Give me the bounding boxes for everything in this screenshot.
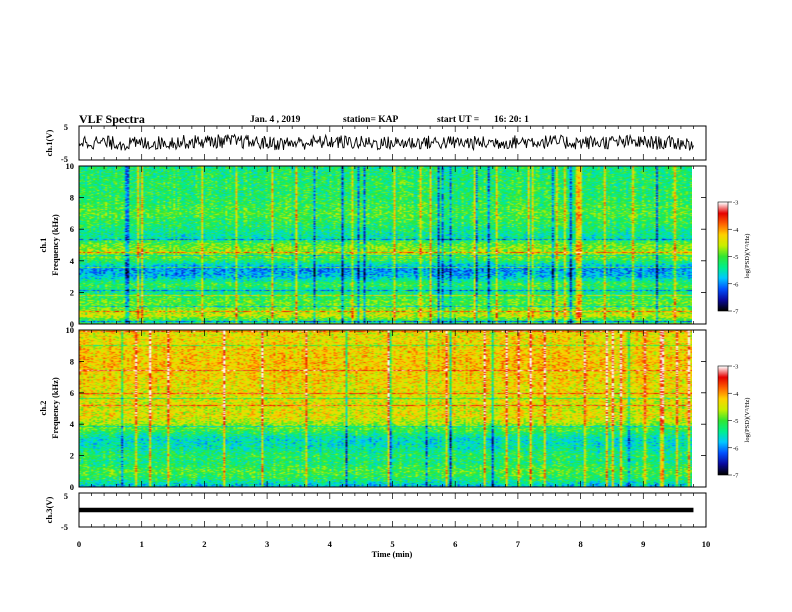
ch1-waveform-line <box>78 133 694 152</box>
ch1-waveform-xticks <box>78 126 707 160</box>
station-label: station= KAP <box>343 115 398 125</box>
time-axis-label: Time (min) <box>372 549 413 559</box>
ch2-colorbar-label: log(PSD)(V²/Hz) <box>744 398 751 443</box>
time-axis-tick-label: 2 <box>202 539 206 549</box>
time-axis-tick-label: 10 <box>702 539 711 549</box>
ch3-waveform-ylabel: ch.3(V) <box>44 496 54 523</box>
ch2-spectrogram-xticks <box>78 330 707 487</box>
start-ut-value: 16: 20: 1 <box>494 115 529 125</box>
time-axis-tick-label: 0 <box>77 539 81 549</box>
time-axis-tick-label: 8 <box>578 539 582 549</box>
ch2-colorbar-tick-label: -5 <box>733 418 738 425</box>
start-ut-label: start UT = <box>437 115 479 125</box>
ch2-colorbar-tick-label: -7 <box>733 473 739 480</box>
ch2-colorbar-gradient <box>718 366 728 475</box>
ch1-spectrogram-yticks: 0 2 4 6 8 10 <box>66 161 706 329</box>
time-axis-tick-label: 4 <box>328 539 333 549</box>
ch2-frequency-tick-label: 10 <box>66 325 75 335</box>
ch2-colorbar-ticks: -3 -4 -5 -6 -7 <box>728 364 739 480</box>
ch2-colorbar-tick-label: -3 <box>733 364 738 371</box>
ch1-colorbar-ticks: -3 -4 -5 -6 -7 <box>728 200 739 316</box>
ch2-channel-label: ch.2 <box>38 401 48 416</box>
time-axis-tick-label: 5 <box>390 539 394 549</box>
ch1-waveform-ylabel: ch.1(V) <box>44 129 54 156</box>
ch1-colorbar-tick-label: -5 <box>733 254 738 261</box>
ch1-colorbar: -3 -4 -5 -6 -7 log(PSD)(V²/Hz) <box>717 200 751 316</box>
ch1-frequency-ylabel: Frequency (kHz) <box>50 214 60 276</box>
ch2-spectrogram-yticks: 0 2 4 6 8 10 <box>66 325 706 492</box>
date-label: Jan. 4 , 2019 <box>250 115 301 125</box>
ch1-channel-label: ch.1 <box>38 238 48 253</box>
time-axis-tick-labels: 0 1 2 3 4 5 6 7 8 9 10 <box>77 539 710 549</box>
ch1-frequency-tick-label: 8 <box>70 193 74 203</box>
ch3-waveform-panel: 5 -5 ch.3(V) 0 1 2 3 4 5 6 7 8 9 10 Time (min) <box>44 491 710 559</box>
ch1-colorbar-label: log(PSD)(V²/Hz) <box>744 234 751 279</box>
ch2-colorbar-tick-label: -4 <box>733 391 739 398</box>
time-axis-tick-label: 6 <box>453 539 457 549</box>
ch1-waveform-panel: 5 -5 ch.1(V) <box>44 122 707 164</box>
ch1-spectrogram-image <box>79 166 692 324</box>
ch1-frequency-tick-label: 2 <box>70 287 74 297</box>
ch1-spectrogram-panel: 0 2 4 6 8 10 ch.1 Frequency (kHz) <box>38 161 707 329</box>
ch1-ytick-top: 5 <box>64 122 68 132</box>
ch1-frequency-tick-label: 10 <box>66 161 75 171</box>
ch2-colorbar: -3 -4 -5 -6 -7 log(PSD)(V²/Hz) <box>717 364 751 480</box>
time-axis-tick-label: 7 <box>516 539 521 549</box>
ch2-frequency-tick-label: 8 <box>70 356 74 366</box>
ch2-frequency-tick-label: 6 <box>70 388 74 398</box>
ch2-colorbar-tick-label: -6 <box>733 445 739 452</box>
ch3-waveform-xticks <box>78 493 707 527</box>
ch1-frequency-tick-label: 4 <box>70 256 75 266</box>
ch2-frequency-tick-label: 4 <box>70 419 75 429</box>
time-axis-tick-label: 1 <box>140 539 144 549</box>
ch3-ytick-top: 5 <box>64 491 68 501</box>
ch2-spectrogram-image <box>79 330 692 487</box>
ch1-colorbar-tick-label: -7 <box>733 309 739 316</box>
ch1-colorbar-gradient <box>718 202 728 311</box>
ch3-ytick-bottom: -5 <box>61 522 68 532</box>
ch2-frequency-tick-label: 0 <box>70 482 74 492</box>
ch1-frequency-tick-label: 0 <box>70 319 74 329</box>
ch1-colorbar-tick-label: -4 <box>733 227 739 234</box>
ch1-ytick-bottom: -5 <box>61 154 68 164</box>
ch1-colorbar-tick-label: -6 <box>733 281 739 288</box>
ch1-frequency-tick-label: 6 <box>70 224 74 234</box>
ch2-spectrogram-panel: 0 2 4 6 8 10 ch.2 Frequency (kHz) <box>38 325 707 492</box>
time-axis-tick-label: 9 <box>641 539 645 549</box>
ch1-spectrogram-xticks <box>78 166 707 324</box>
figure-title: VLF Spectra <box>79 112 145 126</box>
time-axis-tick-label: 3 <box>265 539 269 549</box>
ch2-frequency-ylabel: Frequency (kHz) <box>50 377 60 439</box>
ch2-frequency-tick-label: 2 <box>70 451 74 461</box>
ch1-colorbar-tick-label: -3 <box>733 200 738 207</box>
